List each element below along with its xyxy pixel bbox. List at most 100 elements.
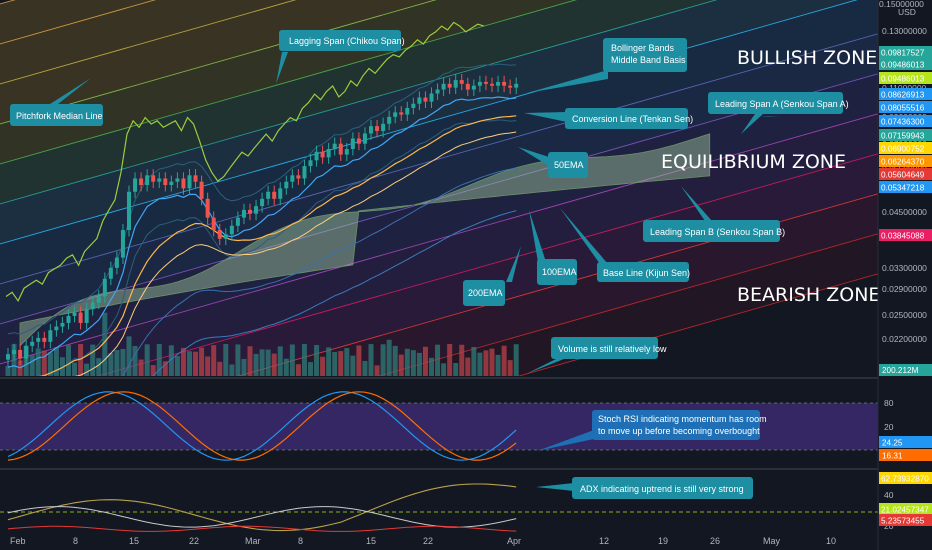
volume-bar — [229, 364, 235, 376]
volume-bar — [156, 344, 162, 376]
volume-bar — [211, 345, 217, 376]
pitchfork-line — [0, 0, 297, 85]
plus-di-line — [7, 506, 517, 528]
volume-bar — [489, 348, 495, 376]
candle-body — [429, 93, 434, 102]
volume-bar — [429, 357, 434, 376]
candle-body — [471, 85, 476, 90]
volume-bar — [422, 346, 428, 376]
callout-lagging-span[interactable]: Lagging Span (Chikou Span) — [276, 30, 405, 84]
volume-bar — [84, 363, 90, 376]
candle-body — [453, 80, 458, 88]
volume-bar — [108, 353, 114, 376]
volume-bar — [223, 344, 229, 376]
candle-body — [490, 83, 494, 86]
svg-text:Lagging Span (Chikou Span): Lagging Span (Chikou Span) — [289, 36, 405, 46]
candle-body — [369, 126, 373, 134]
volume-bar — [132, 345, 138, 376]
candle-body — [163, 178, 168, 186]
candle-body — [296, 175, 301, 179]
adx-value-badge: 62.73932870 — [879, 472, 932, 484]
callout-volume[interactable]: Volume is still relatively low — [526, 337, 667, 374]
volume-bar — [187, 351, 192, 376]
callout-pitchfork-median[interactable]: Pitchfork Median Line — [10, 78, 103, 126]
svg-text:200.212M: 200.212M — [882, 366, 919, 375]
svg-text:Volume is still relatively low: Volume is still relatively low — [558, 344, 667, 354]
callout-200ema[interactable]: 200EMA — [463, 246, 521, 306]
volume-bar — [320, 356, 326, 376]
svg-text:0.09817527: 0.09817527 — [881, 49, 925, 58]
volume-bar — [380, 344, 386, 376]
lagging-span-chikou — [5, 21, 485, 302]
candle-body — [169, 181, 174, 186]
adx-tick-label: 40 — [884, 490, 894, 500]
svg-text:Base Line (Kijun Sen): Base Line (Kijun Sen) — [603, 268, 690, 278]
candle-body — [387, 116, 392, 124]
price-badge: 0.08626913 — [879, 88, 932, 100]
candle-body — [60, 322, 65, 327]
candle-body — [78, 312, 83, 323]
date-tick-label: 12 — [599, 536, 609, 546]
candle-body — [326, 149, 331, 158]
callout-leading-span-a[interactable]: Leading Span A (Senkou Span A) — [708, 92, 849, 134]
price-badge: 0.09817527 — [879, 46, 932, 58]
candle-body — [108, 267, 113, 279]
callout-50ema[interactable]: 50EMA — [518, 147, 588, 178]
callout-adx[interactable]: ADX indicating uptrend is still very str… — [536, 477, 753, 499]
volume-bar — [471, 346, 477, 376]
price-badge: 0.07159943 — [879, 129, 932, 141]
price-tick-label: 0.02900000 — [882, 284, 927, 294]
price-badges: 0.09817527 0.09486013 0.09486013 0.08626913… — [879, 46, 932, 241]
candle-body — [90, 302, 95, 310]
candle-body — [24, 345, 29, 359]
candle-body — [133, 178, 138, 192]
pitchfork-line — [517, 273, 878, 376]
volume-bar — [283, 358, 289, 376]
callout-100ema[interactable]: 100EMA — [529, 210, 577, 285]
candle-body — [381, 123, 386, 132]
price-badge: 0.05604649 — [879, 168, 932, 180]
candle-body — [465, 83, 470, 90]
svg-text:0.05604649: 0.05604649 — [881, 171, 925, 180]
volume-bar — [368, 344, 374, 376]
volume-bar — [501, 345, 507, 376]
volume-bar — [277, 346, 283, 376]
volume-bar — [301, 344, 307, 376]
volume-bar — [96, 358, 102, 376]
price-tick-label: 0.04500000 — [882, 207, 927, 217]
base-line-kijun — [38, 115, 517, 376]
svg-text:Stoch RSI indicating momentum: Stoch RSI indicating momentum has room — [598, 414, 767, 424]
date-tick-label: 22 — [423, 536, 433, 546]
callout-bollinger[interactable]: Bollinger Bands Middle Band Basis — [527, 38, 687, 93]
candle-body — [193, 175, 198, 182]
callout-base-line[interactable]: Base Line (Kijun Sen) — [560, 208, 690, 282]
price-tick-label: 0.03300000 — [882, 263, 927, 273]
volume-bar — [144, 344, 150, 376]
candle-body — [235, 217, 240, 226]
price-tick-label: 0.02200000 — [882, 334, 927, 344]
adx-line — [7, 483, 517, 532]
volume-bar — [350, 355, 356, 376]
candle-body — [290, 175, 295, 182]
volume-bar — [483, 350, 489, 376]
price-badge: 0.09486013 — [879, 58, 932, 70]
pitchfork-line — [0, 0, 718, 205]
volume-bar — [410, 350, 416, 376]
currency-label: USD — [898, 7, 916, 17]
candle-body — [199, 181, 204, 199]
callout-leading-span-b[interactable]: Leading Span B (Senkou Span B) — [643, 186, 785, 242]
candle-body — [84, 309, 89, 323]
volume-bar — [162, 361, 168, 376]
time-axis[interactable]: Feb 8 15 22 Mar 8 15 22 Apr 12 19 26 May 10 — [10, 536, 836, 546]
stoch-rsi-axis: 80 20 24.25 16.31 — [879, 398, 932, 461]
svg-text:Conversion Line (Tenkan Sen): Conversion Line (Tenkan Sen) — [572, 114, 693, 124]
callout-stoch[interactable]: Stoch RSI indicating momentum has room t… — [537, 410, 767, 451]
candle-body — [205, 198, 210, 218]
bollinger-upper-line — [7, 63, 517, 335]
volume-bar — [259, 349, 265, 376]
callout-conversion-line[interactable]: Conversion Line (Tenkan Sen) — [524, 108, 693, 129]
stoch-tick-label: 20 — [884, 422, 894, 432]
volume-bar — [78, 344, 84, 376]
date-tick-label: 8 — [73, 536, 78, 546]
